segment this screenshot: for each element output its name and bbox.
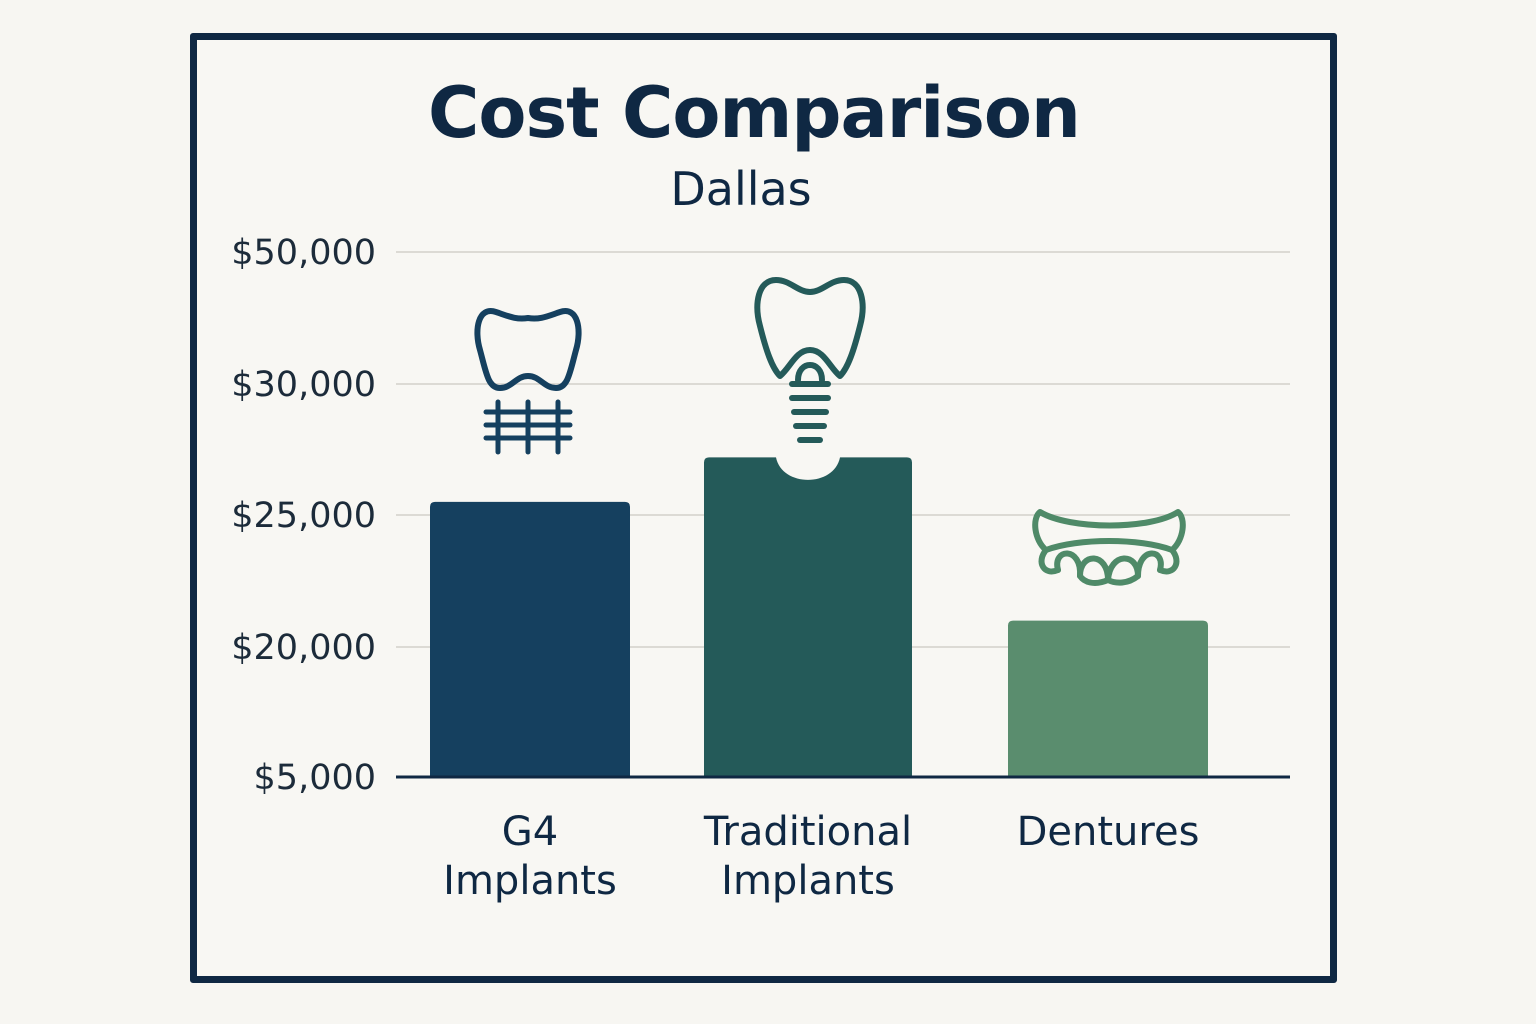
x-category-label: Dentures xyxy=(1017,809,1200,855)
y-tick-label: $25,000 xyxy=(231,496,376,536)
y-tick-label: $5,000 xyxy=(254,758,376,798)
y-axis-ticks: $50,000 $30,000 $25,000 $20,000 $5,000 xyxy=(231,233,376,798)
x-category-label: G4 Implants xyxy=(443,809,617,904)
x-axis-labels: G4 Implants Traditional Implants Dentures xyxy=(443,809,1199,904)
chart-title: Cost Comparison xyxy=(428,72,1081,154)
bar-1 xyxy=(704,457,912,777)
chart-subtitle: Dallas xyxy=(670,162,812,216)
implant-bridge-icon xyxy=(474,308,582,455)
y-tick-label: $20,000 xyxy=(231,628,376,668)
denture-icon xyxy=(1032,509,1186,586)
bar-0 xyxy=(430,501,630,777)
bar-2 xyxy=(1008,620,1208,777)
bars xyxy=(430,457,1208,777)
y-tick-label: $30,000 xyxy=(231,365,376,405)
single-implant-tooth-icon xyxy=(754,277,866,443)
y-tick-label: $50,000 xyxy=(231,233,376,273)
x-category-label: Traditional Implants xyxy=(703,809,912,904)
